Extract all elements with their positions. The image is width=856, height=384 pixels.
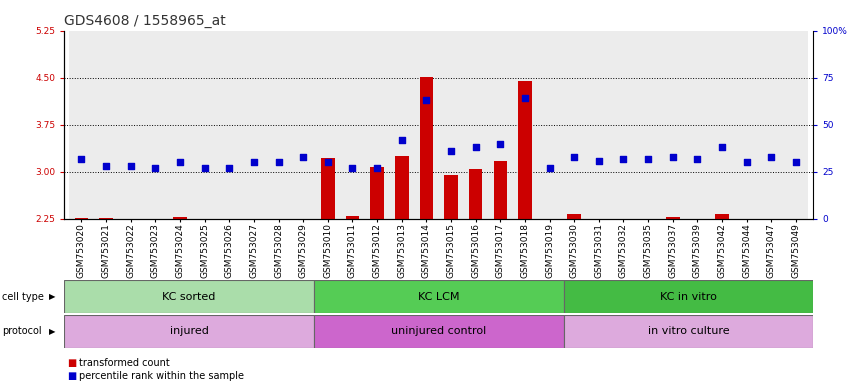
Bar: [266, 31, 291, 219]
Point: [666, 154, 680, 160]
Bar: [64, 315, 314, 348]
Bar: [99, 218, 113, 219]
Text: KC sorted: KC sorted: [163, 291, 216, 302]
Bar: [759, 31, 783, 219]
Text: in vitro culture: in vitro culture: [647, 326, 729, 336]
Bar: [173, 217, 187, 219]
Bar: [69, 31, 94, 219]
Bar: [513, 31, 538, 219]
Point: [764, 154, 778, 160]
Bar: [143, 31, 168, 219]
Bar: [64, 280, 314, 313]
Bar: [563, 315, 813, 348]
Text: cell type: cell type: [2, 291, 44, 302]
Bar: [734, 31, 759, 219]
Bar: [518, 81, 532, 219]
Bar: [563, 280, 813, 313]
Bar: [414, 31, 438, 219]
Point: [616, 156, 630, 162]
Bar: [371, 167, 383, 219]
Bar: [611, 31, 636, 219]
Bar: [494, 161, 507, 219]
Bar: [217, 31, 241, 219]
Text: ■: ■: [67, 358, 76, 368]
Bar: [395, 156, 408, 219]
Point: [493, 141, 507, 147]
Point: [789, 159, 803, 166]
Bar: [365, 31, 389, 219]
Point: [592, 157, 606, 164]
Point: [740, 159, 753, 166]
Text: percentile rank within the sample: percentile rank within the sample: [79, 371, 244, 381]
Point: [346, 165, 360, 171]
Bar: [340, 31, 365, 219]
Bar: [469, 169, 483, 219]
Text: uninjured control: uninjured control: [391, 326, 486, 336]
Point: [568, 154, 581, 160]
Bar: [586, 31, 611, 219]
Bar: [538, 31, 562, 219]
Bar: [783, 31, 808, 219]
Text: ▶: ▶: [49, 327, 56, 336]
Point: [469, 144, 483, 151]
Bar: [636, 31, 661, 219]
Text: protocol: protocol: [2, 326, 41, 336]
Bar: [346, 216, 360, 219]
Point: [247, 159, 261, 166]
Bar: [321, 158, 335, 219]
Text: ▶: ▶: [49, 292, 56, 301]
Point: [371, 165, 384, 171]
Point: [395, 137, 408, 143]
Bar: [314, 315, 563, 348]
Text: transformed count: transformed count: [79, 358, 169, 368]
Point: [518, 95, 532, 101]
Bar: [661, 31, 685, 219]
Bar: [193, 31, 217, 219]
Bar: [666, 217, 680, 219]
Point: [148, 165, 162, 171]
Bar: [710, 31, 734, 219]
Point: [271, 159, 285, 166]
Point: [198, 165, 211, 171]
Bar: [568, 215, 581, 219]
Bar: [389, 31, 414, 219]
Text: ■: ■: [67, 371, 76, 381]
Text: injured: injured: [169, 326, 209, 336]
Point: [716, 144, 729, 151]
Point: [691, 156, 704, 162]
Bar: [562, 31, 586, 219]
Point: [124, 163, 138, 169]
Bar: [438, 31, 463, 219]
Point: [99, 163, 113, 169]
Bar: [74, 218, 88, 219]
Bar: [241, 31, 266, 219]
Point: [74, 156, 88, 162]
Bar: [291, 31, 316, 219]
Bar: [716, 215, 728, 219]
Bar: [94, 31, 118, 219]
Point: [444, 148, 458, 154]
Point: [296, 154, 310, 160]
Bar: [118, 31, 143, 219]
Bar: [168, 31, 193, 219]
Bar: [463, 31, 488, 219]
Point: [419, 97, 433, 103]
Point: [223, 165, 236, 171]
Text: KC in vitro: KC in vitro: [660, 291, 716, 302]
Point: [173, 159, 187, 166]
Text: KC LCM: KC LCM: [418, 291, 460, 302]
Text: GDS4608 / 1558965_at: GDS4608 / 1558965_at: [64, 14, 226, 28]
Bar: [316, 31, 340, 219]
Point: [321, 159, 335, 166]
Bar: [685, 31, 710, 219]
Bar: [444, 175, 458, 219]
Bar: [419, 76, 433, 219]
Bar: [488, 31, 513, 219]
Point: [641, 156, 655, 162]
Bar: [314, 280, 563, 313]
Point: [543, 165, 556, 171]
